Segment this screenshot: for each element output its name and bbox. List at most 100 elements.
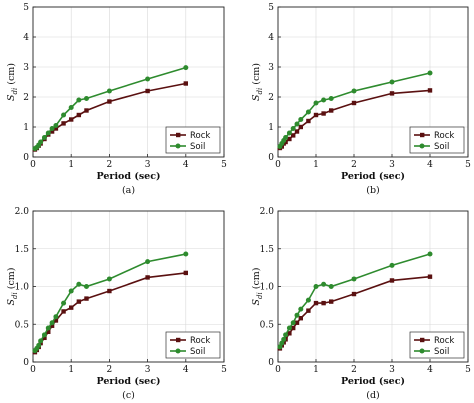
x-tick-label: 4 [427, 365, 433, 375]
data-point-soil [294, 312, 300, 318]
x-axis-label: Period (sec) [97, 376, 161, 387]
y-tick-label: 1.5 [260, 245, 275, 255]
data-point-rock [84, 296, 89, 301]
data-point-rock [287, 331, 292, 336]
legend-label-rock: Rock [190, 336, 210, 346]
data-point-soil [305, 109, 311, 115]
x-tick-label: 3 [389, 160, 395, 170]
y-axis-label-unit: (cm) [6, 63, 17, 88]
data-point-soil [106, 276, 112, 282]
y-tick-label: 4 [23, 33, 29, 43]
series-line-rock [34, 82, 186, 151]
data-point-rock [49, 129, 55, 134]
data-point-rock [69, 117, 74, 122]
x-tick-label: 3 [145, 160, 151, 170]
data-point-rock [46, 329, 51, 334]
data-point-soil [45, 325, 51, 331]
y-tick-label: 0 [23, 358, 29, 368]
data-point-soil [286, 130, 292, 136]
y-tick-label: 0.5 [15, 320, 30, 330]
panel-caption: (a) [122, 185, 135, 196]
y-axis-label: Sdi (cm) [6, 267, 19, 305]
data-point-rock [298, 316, 303, 321]
data-point-rock [291, 325, 296, 331]
data-point-soil [61, 112, 67, 118]
data-point-soil [145, 76, 151, 82]
data-point-soil [321, 97, 327, 103]
legend-swatch-marker [176, 337, 181, 343]
series-line-rock [279, 275, 431, 349]
series-line-soil [34, 253, 186, 352]
data-point-rock [287, 136, 292, 142]
series-line-soil [34, 66, 187, 150]
data-point-soil [351, 276, 357, 282]
data-point-rock [389, 278, 395, 283]
data-point-rock [53, 318, 59, 323]
data-point-soil [427, 70, 433, 76]
x-axis-label: Period (sec) [341, 376, 405, 387]
data-point-rock [351, 291, 357, 297]
data-point-soil [351, 88, 357, 94]
data-point-rock [76, 112, 82, 118]
data-point-rock [42, 335, 47, 341]
data-point-soil [313, 100, 319, 106]
data-point-rock [183, 270, 188, 276]
legend-swatch-marker [419, 348, 425, 354]
data-point-soil [328, 96, 334, 101]
y-axis-label: Sdi (cm) [251, 63, 264, 101]
legend-swatch-marker [176, 132, 181, 138]
x-tick-label: 1 [313, 160, 319, 170]
y-tick-label: 2.0 [15, 207, 30, 217]
data-point-soil [38, 139, 44, 145]
y-tick-label: 3 [23, 63, 29, 73]
x-tick-label: 5 [465, 365, 471, 375]
legend-swatch-marker [420, 132, 425, 138]
data-point-soil [389, 79, 395, 85]
legend-box [165, 126, 221, 154]
x-tick-label: 2 [351, 365, 357, 375]
data-point-soil [277, 344, 283, 350]
legend-label-rock: Rock [434, 336, 454, 346]
data-point-soil [294, 121, 300, 127]
y-tick-label: 3 [268, 63, 274, 73]
y-axis-label-sub: di [256, 88, 264, 95]
data-point-soil [298, 117, 304, 122]
legend-label-soil: Soil [190, 142, 205, 152]
data-point-soil [283, 135, 289, 140]
y-axis-label: Sdi (cm) [251, 267, 264, 305]
y-tick-label: 2 [268, 93, 274, 103]
legend-swatch-marker [420, 337, 425, 343]
y-axis-label-main: S [251, 94, 262, 101]
data-point-soil [106, 88, 112, 94]
data-point-soil [298, 306, 304, 312]
panel-caption: (b) [366, 185, 380, 196]
y-tick-label: 5 [268, 3, 274, 13]
data-point-soil [283, 332, 289, 338]
panel-caption: (c) [122, 390, 135, 401]
data-point-soil [45, 130, 51, 136]
data-point-soil [49, 126, 55, 131]
data-point-rock [321, 300, 326, 306]
legend-swatch-marker [175, 348, 181, 354]
x-tick-label: 2 [351, 160, 357, 170]
x-tick-label: 0 [275, 365, 281, 375]
y-tick-label: 1.0 [260, 283, 275, 293]
data-point-soil [281, 336, 287, 342]
x-axis-label: Period (sec) [97, 171, 161, 182]
data-point-soil [53, 123, 59, 128]
data-point-soil [68, 105, 74, 110]
data-point-rock [69, 305, 74, 310]
data-point-rock [427, 274, 433, 279]
data-point-rock [298, 124, 303, 130]
y-tick-label: 0 [23, 153, 29, 163]
data-point-rock [107, 288, 112, 294]
y-tick-label: 5 [23, 3, 29, 13]
data-point-soil [41, 135, 47, 140]
data-point-soil [313, 284, 319, 289]
plot-frame [277, 210, 469, 363]
y-axis-label-sub: di [256, 292, 264, 299]
